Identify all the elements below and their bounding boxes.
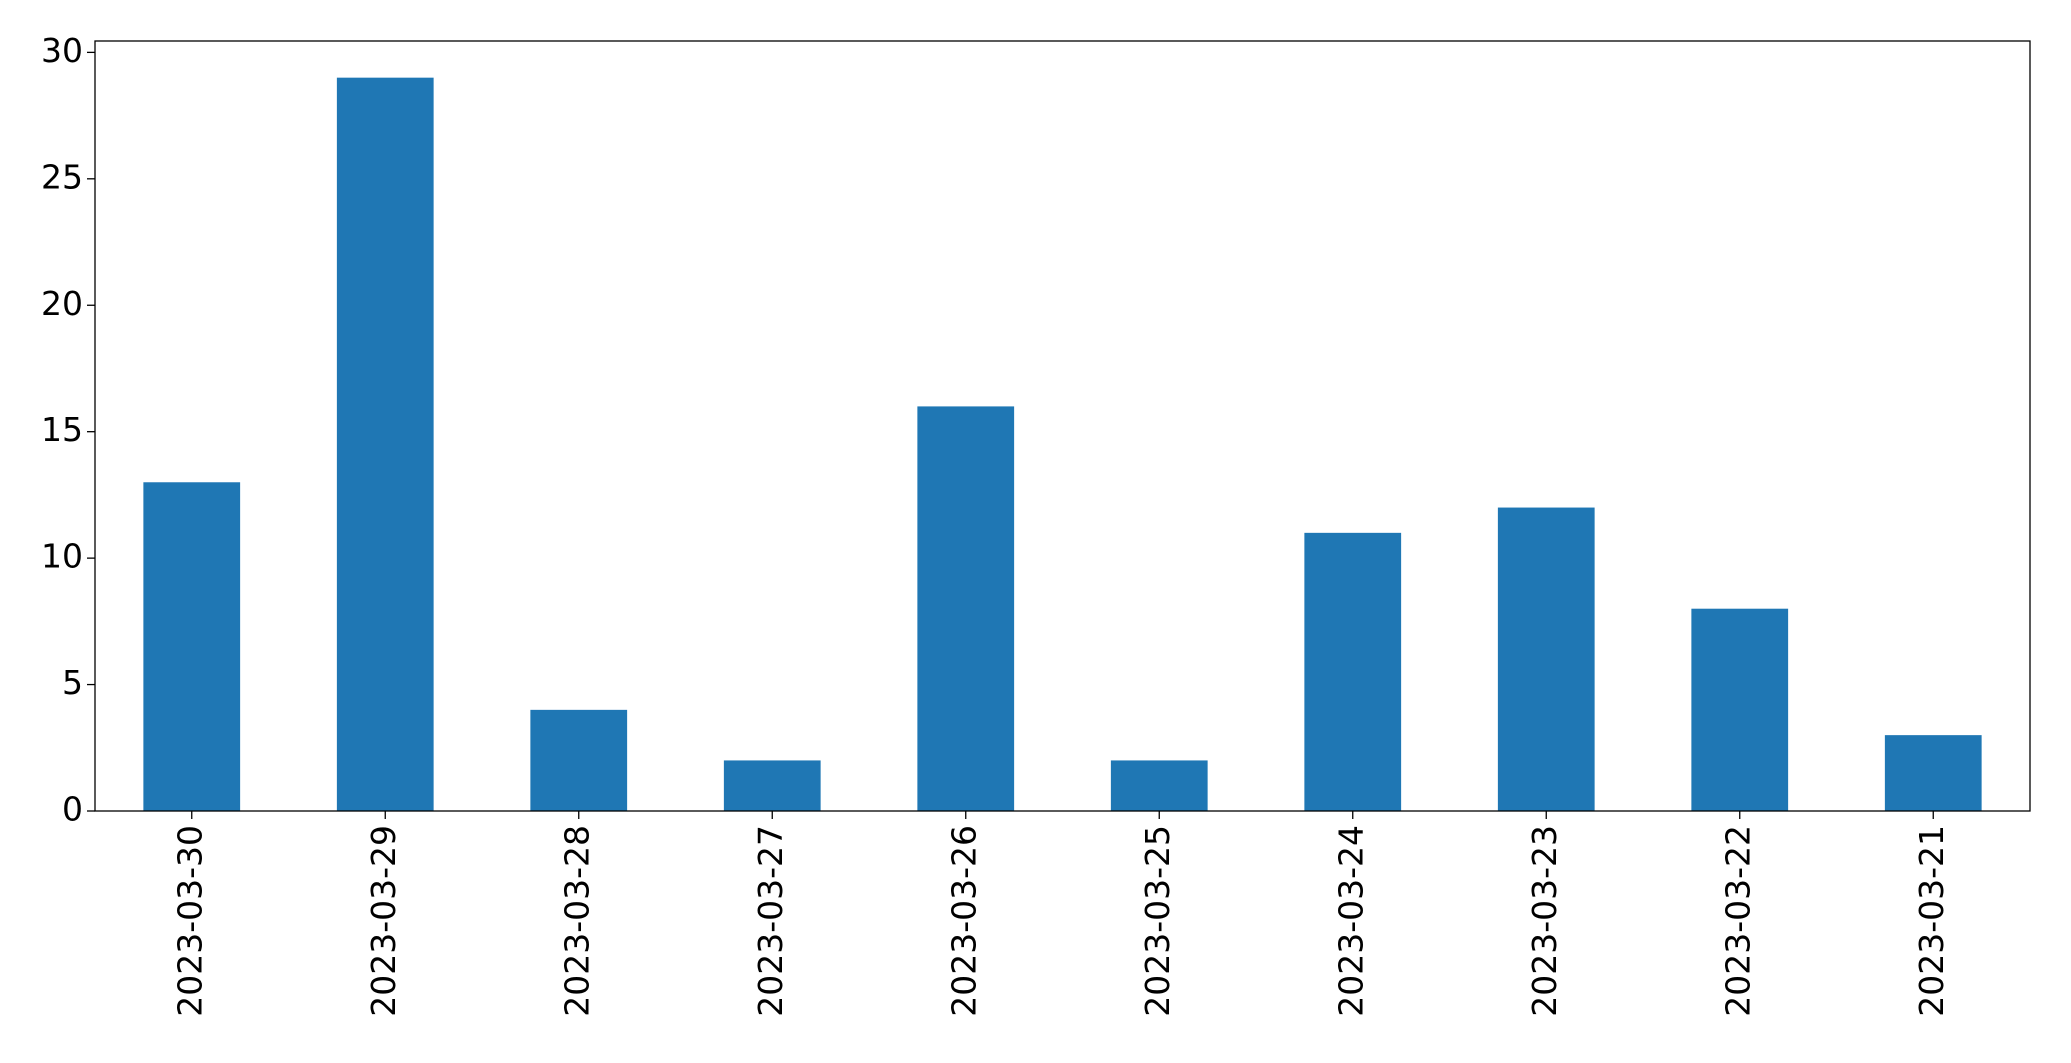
bar <box>1110 760 1208 811</box>
x-tick-label: 2023-03-22 <box>1718 825 1757 1017</box>
bar <box>143 482 241 811</box>
y-tick-label: 0 <box>62 790 83 829</box>
x-tick-label: 2023-03-23 <box>1525 825 1564 1017</box>
x-tick-label: 2023-03-21 <box>1912 825 1951 1017</box>
y-tick-label: 20 <box>41 284 83 323</box>
bar <box>1497 507 1595 811</box>
bar <box>336 77 434 811</box>
x-tick-label: 2023-03-24 <box>1331 825 1370 1017</box>
y-tick-label: 30 <box>41 31 83 70</box>
x-tick-label: 2023-03-27 <box>751 825 790 1017</box>
bar <box>530 709 628 811</box>
y-tick-label: 5 <box>62 663 83 702</box>
x-tick-label: 2023-03-29 <box>364 825 403 1017</box>
bar <box>1884 735 1982 811</box>
x-tick-label: 2023-03-28 <box>557 825 596 1017</box>
bar <box>723 760 821 811</box>
bar <box>917 406 1015 811</box>
y-tick-label: 10 <box>41 537 83 576</box>
plot-frame <box>94 40 2031 812</box>
y-tick-label: 25 <box>41 157 83 196</box>
x-tick-label: 2023-03-25 <box>1138 825 1177 1017</box>
y-tick-label: 15 <box>41 410 83 449</box>
bar <box>1304 532 1402 811</box>
x-tick-label: 2023-03-30 <box>170 825 209 1017</box>
bar <box>1691 608 1789 811</box>
x-tick-label: 2023-03-26 <box>944 825 983 1017</box>
